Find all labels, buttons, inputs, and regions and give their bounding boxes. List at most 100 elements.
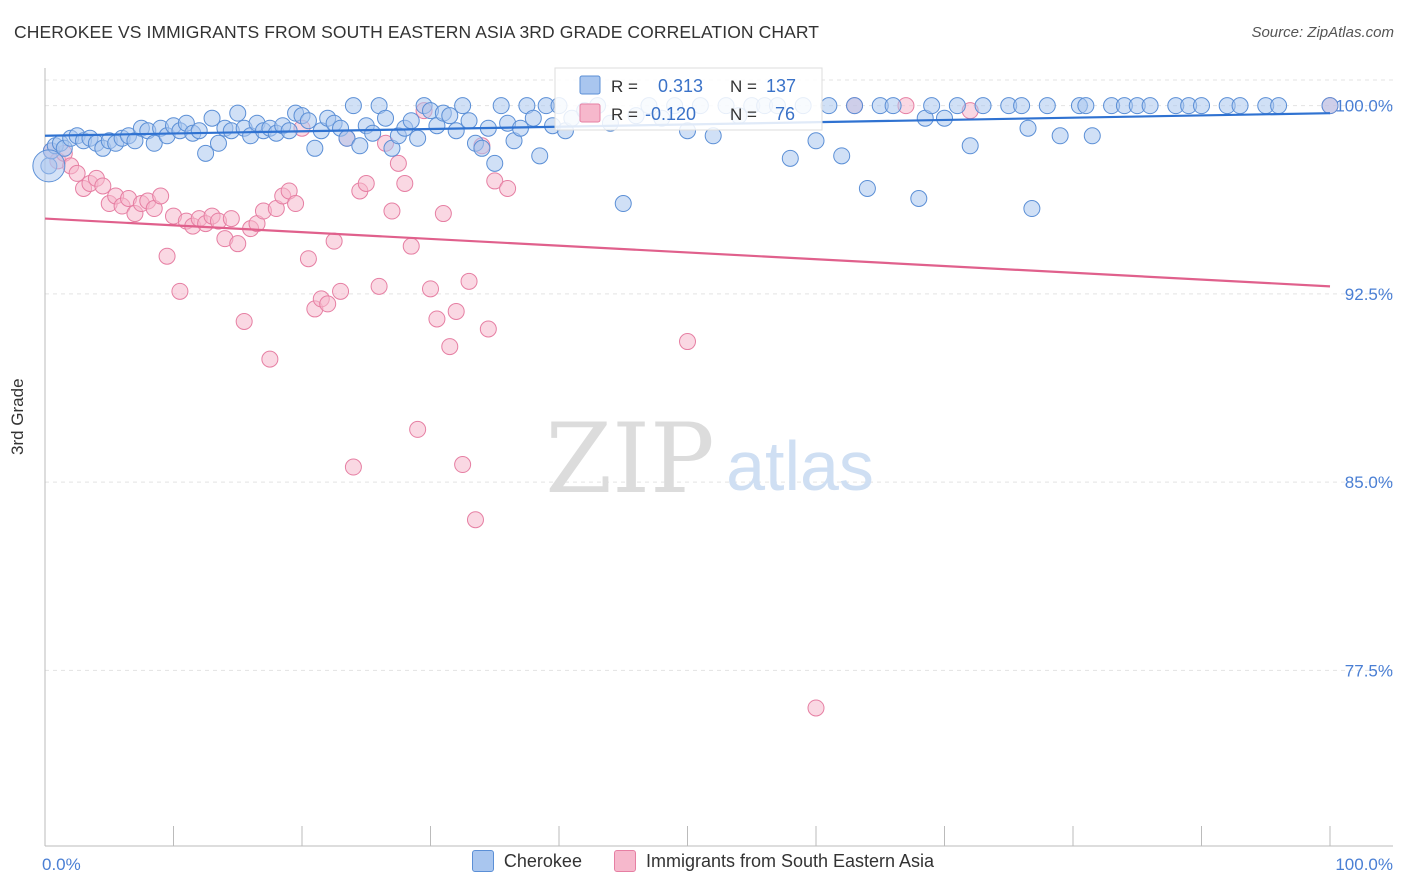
immigrants-point-59 xyxy=(428,310,446,328)
cherokee-point-71 xyxy=(486,154,504,172)
stats-r-label-pink: R = xyxy=(611,105,638,124)
immigrants-point-60 xyxy=(434,205,452,223)
immigrants-point-56 xyxy=(409,420,427,438)
immigrants-point-47 xyxy=(344,458,362,476)
legend-item-immigrants[interactable]: Immigrants from South Eastern Asia xyxy=(613,850,935,872)
immigrants-point-65 xyxy=(466,511,484,529)
immigrants-point-18 xyxy=(158,247,176,265)
cherokee-point-25 xyxy=(190,122,208,140)
stats-n-value-blue: 137 xyxy=(766,76,796,96)
cherokee-point-113 xyxy=(948,97,966,115)
cherokee-point-104 xyxy=(833,147,851,165)
immigrants-point-30 xyxy=(235,312,253,330)
cherokee-point-large xyxy=(32,149,66,183)
stats-r-label-blue: R = xyxy=(611,77,638,96)
legend-item-cherokee[interactable]: Cherokee xyxy=(471,850,582,872)
cherokee-point-52 xyxy=(364,124,382,142)
cherokee-point-72 xyxy=(492,97,510,115)
immigrants-point-44 xyxy=(325,232,343,250)
cherokee-point-64 xyxy=(441,107,459,125)
immigrants-point-64 xyxy=(460,272,478,290)
immigrants-point-17 xyxy=(152,187,170,205)
cherokee-point-28 xyxy=(209,134,227,152)
immigrants-point-8 xyxy=(94,177,112,195)
chart-title: CHEROKEE VS IMMIGRANTS FROM SOUTH EASTER… xyxy=(14,22,820,42)
cherokee-point-109 xyxy=(910,190,928,208)
cherokee-point-111 xyxy=(923,97,941,115)
cherokee-point-59 xyxy=(409,129,427,147)
immigrants-point-52 xyxy=(383,202,401,220)
y-tick-label-2: 85.0% xyxy=(1345,473,1393,492)
cherokee-point-135 xyxy=(1270,97,1288,115)
cherokee-point-119 xyxy=(1023,200,1041,218)
y-tick-label-3: 77.5% xyxy=(1345,661,1393,680)
cherokee-point-43 xyxy=(306,139,324,157)
immigrants-point-68 xyxy=(486,172,504,190)
cherokee-point-124 xyxy=(1083,127,1101,145)
immigrants-point-43 xyxy=(319,295,337,313)
cherokee-point-66 xyxy=(454,97,472,115)
chart-legend: Cherokee Immigrants from South Eastern A… xyxy=(0,850,1406,872)
cherokee-point-78 xyxy=(531,147,549,165)
legend-label-cherokee: Cherokee xyxy=(503,850,582,871)
x-tick-label-1: 100.0% xyxy=(1335,855,1393,874)
cherokee-point-114 xyxy=(961,137,979,155)
immigrants-point-45 xyxy=(332,282,350,300)
cherokee-point-69 xyxy=(473,139,491,157)
source-label: Source: ZipAtlas.com xyxy=(1251,24,1394,41)
immigrants-point-70 xyxy=(679,333,696,351)
y-tick-label-1: 92.5% xyxy=(1345,285,1393,304)
immigrants-point-54 xyxy=(396,174,414,192)
watermark-zip: ZIP xyxy=(545,403,714,515)
cherokee-point-105 xyxy=(846,97,864,115)
immigrants-point-49 xyxy=(357,174,375,192)
axes xyxy=(44,68,1393,847)
immigrants-point-50 xyxy=(370,277,388,295)
trend-line-immigrants xyxy=(44,217,1331,288)
cherokee-point-26 xyxy=(197,144,215,162)
immigrants-point-4 xyxy=(68,164,86,182)
cherokee-point-27 xyxy=(203,109,221,127)
cherokee-point-133 xyxy=(1231,97,1249,115)
x-tick-label-0: 0.0% xyxy=(42,855,81,874)
cherokee-point-49 xyxy=(344,97,362,115)
immigrants-point-34 xyxy=(261,350,279,368)
cherokee-point-58 xyxy=(402,112,420,130)
cherokee-point-108 xyxy=(884,97,902,115)
stats-r-value-blue: 0.313 xyxy=(658,76,703,96)
cherokee-point-102 xyxy=(807,132,825,150)
cherokee-point-65 xyxy=(447,122,465,140)
stats-n-value-pink: 76 xyxy=(775,104,795,124)
cherokee-point-121 xyxy=(1051,127,1069,145)
cherokee-point-117 xyxy=(1013,97,1031,115)
stats-n-label-pink: N = xyxy=(730,105,757,124)
immigrants-point-55 xyxy=(402,237,420,255)
immigrants-point-71 xyxy=(807,699,825,717)
cherokee-point-67 xyxy=(460,112,478,130)
immigrants-point-28 xyxy=(222,210,240,228)
tick-labels: 100.0% 92.5% 85.0% 77.5% 0.0% 100.0% xyxy=(42,97,1393,874)
legend-swatch-pink xyxy=(613,850,636,872)
legend-label-immigrants: Immigrants from South Eastern Asia xyxy=(645,850,935,871)
cherokee-point-128 xyxy=(1141,97,1159,115)
immigrants-point-62 xyxy=(447,302,465,320)
cherokee-point-103 xyxy=(820,97,838,115)
immigrants-point-20 xyxy=(171,282,189,300)
stats-n-label-blue: N = xyxy=(730,77,757,96)
cherokee-point-112 xyxy=(936,109,953,127)
cherokee-point-18 xyxy=(145,134,163,152)
cherokee-point-115 xyxy=(974,97,992,115)
immigrants-point-40 xyxy=(299,250,317,268)
cherokee-point-50 xyxy=(351,137,369,155)
cherokee-point-120 xyxy=(1038,97,1056,115)
immigrants-point-38 xyxy=(287,195,305,213)
cherokee-point-42 xyxy=(299,112,317,130)
cherokee-point-118 xyxy=(1019,119,1037,137)
cherokee-point-87 xyxy=(614,195,632,213)
cherokee-point-131 xyxy=(1193,97,1210,115)
immigrants-point-69 xyxy=(499,179,517,197)
stats-legend-box: R = 0.313 N = 137 R = -0.120 N = 76 xyxy=(554,67,823,131)
cherokee-point-31 xyxy=(229,104,247,122)
stats-r-value-pink: -0.120 xyxy=(645,104,696,124)
